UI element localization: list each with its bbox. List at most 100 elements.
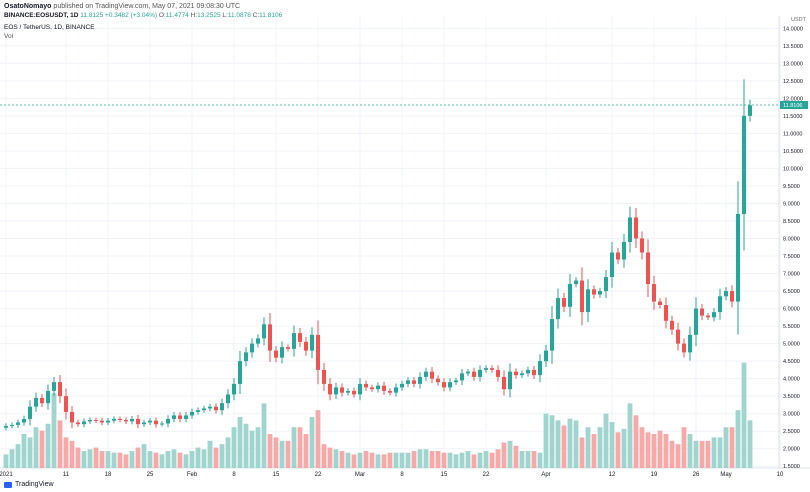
volume-bar <box>495 449 501 468</box>
volume-bar <box>609 422 615 468</box>
candle-body <box>412 380 416 384</box>
candle-body <box>94 419 98 421</box>
volume-bar <box>63 437 69 468</box>
candlesticks <box>4 79 752 431</box>
candle-body <box>616 252 620 260</box>
candle-body <box>370 387 374 390</box>
candle-body <box>40 397 44 404</box>
candle-body <box>670 320 674 330</box>
candle-body <box>478 369 482 377</box>
volume-bar <box>267 434 273 468</box>
volume-bar <box>543 413 549 468</box>
volume-bar <box>273 437 279 468</box>
y-tick-label: 5.5000 <box>783 324 800 330</box>
candle-body <box>280 347 284 358</box>
candle-body <box>388 390 392 393</box>
volume-bar <box>669 440 675 468</box>
candle-body <box>160 423 164 425</box>
volume-bar <box>567 418 573 468</box>
candle-body <box>730 291 734 302</box>
candle-body <box>334 387 338 395</box>
candle-body <box>208 406 212 409</box>
candle-body <box>394 387 398 393</box>
candle-body <box>712 312 716 318</box>
y-tick-label: 10.0000 <box>783 166 803 172</box>
candle-body <box>514 371 518 376</box>
x-tick-label: 26 <box>693 472 700 478</box>
volume-bar <box>429 451 435 468</box>
volume-bar <box>81 451 87 468</box>
low-value: 11.0878 <box>227 12 251 19</box>
candle-body <box>88 419 92 422</box>
candle-body <box>118 418 122 420</box>
candle-body <box>352 390 356 395</box>
volume-bar <box>123 454 129 468</box>
volume-bar <box>681 427 687 468</box>
volume-bar <box>201 449 207 468</box>
y-tick-label: 6.0000 <box>783 307 800 313</box>
volume-bar <box>327 447 333 468</box>
x-tick-label: 10 <box>777 472 784 478</box>
candle-body <box>418 376 422 384</box>
volume-bar <box>579 437 585 468</box>
candle-body <box>196 410 200 412</box>
volume-bar <box>555 420 561 468</box>
candle-body <box>718 296 722 313</box>
x-tick-label: 15 <box>273 472 280 478</box>
y-tick-label: 7.5000 <box>783 254 800 260</box>
price-axis[interactable]: 14.0000 13.5000 13.0000 12.5000 12.0000 11.50… <box>783 26 803 470</box>
volume-bar <box>231 427 237 468</box>
candle-body <box>472 371 476 377</box>
volume-bar <box>255 427 261 468</box>
y-tick-label: 11.0000 <box>783 131 802 137</box>
candle-body <box>550 319 554 351</box>
x-tick-label: 25 <box>147 472 154 478</box>
volume-bar <box>45 423 51 468</box>
time-axis[interactable]: 2021 11 18 25 Feb 8 15 22 Mar 8 15 22 Apr 12 19 26 May 10… <box>0 472 810 478</box>
volume-bar <box>663 434 669 468</box>
candle-body <box>490 368 494 370</box>
volume-bar <box>585 427 591 468</box>
volume-bar <box>153 452 159 468</box>
candle-body <box>304 341 308 351</box>
symbol-label[interactable]: BINANCE:EOSUSDT, 1D <box>4 12 79 19</box>
y-tick-label: 13.0000 <box>783 61 803 67</box>
volume-bar <box>195 447 201 468</box>
candle-body <box>70 411 74 423</box>
volume-bar <box>363 451 369 468</box>
x-tick-label: 11 <box>63 472 70 478</box>
volume-bar <box>741 362 747 468</box>
candle-body <box>556 298 560 320</box>
candle-body <box>250 343 254 353</box>
author-name[interactable]: OsatoNomayo <box>4 3 52 10</box>
y-tick-label: 8.0000 <box>783 236 800 242</box>
volume-bar <box>483 451 489 468</box>
x-tick-label: 8 <box>400 472 404 478</box>
candle-body <box>148 420 152 423</box>
x-tick-label: Apr <box>541 472 550 478</box>
volume-bar <box>525 451 531 468</box>
volume-bar <box>177 452 183 468</box>
candle-body <box>658 301 662 306</box>
volume-bar <box>537 452 543 468</box>
candle-body <box>172 415 176 419</box>
candle-body <box>124 419 128 422</box>
candle-body <box>184 415 188 419</box>
y-tick-label: 4.0000 <box>783 377 800 383</box>
candle-body <box>610 252 614 278</box>
candle-body <box>574 280 578 285</box>
candle-body <box>262 324 266 339</box>
y-tick-label: 12.5000 <box>783 79 803 85</box>
footer-brand[interactable]: TradingView <box>4 481 54 488</box>
candle-body <box>700 308 704 316</box>
candle-body <box>4 425 8 428</box>
volume-bar <box>129 451 135 468</box>
candle-body <box>238 361 242 384</box>
volume-bar <box>591 434 597 468</box>
y-tick-label: 13.5000 <box>783 44 803 50</box>
volume-bar <box>747 420 753 468</box>
candle-body <box>592 289 596 295</box>
volume-bar <box>357 452 363 468</box>
candle-body <box>484 368 488 370</box>
